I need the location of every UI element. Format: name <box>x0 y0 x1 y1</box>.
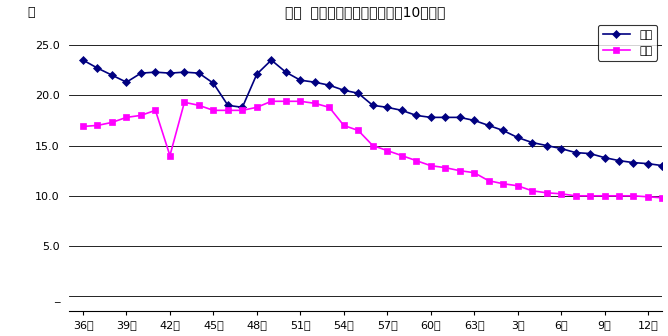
全国 <box>470 171 478 175</box>
沖縄 <box>629 161 637 165</box>
沖縄 <box>224 103 232 107</box>
全国 <box>340 123 348 127</box>
全国 <box>253 105 261 109</box>
沖縄 <box>514 135 522 139</box>
Line: 全国: 全国 <box>80 98 668 206</box>
全国 <box>195 103 203 107</box>
沖縄 <box>397 108 405 112</box>
全国 <box>267 99 275 103</box>
沖縄 <box>528 140 536 144</box>
沖縄 <box>137 71 145 75</box>
全国 <box>180 100 188 104</box>
全国 <box>456 169 464 173</box>
沖縄 <box>470 118 478 122</box>
沖縄 <box>152 70 160 74</box>
沖縄 <box>484 123 492 127</box>
全国 <box>397 154 405 158</box>
全国 <box>311 101 319 105</box>
全国 <box>166 154 174 158</box>
全国 <box>369 143 377 148</box>
沖縄 <box>427 115 435 119</box>
全国 <box>572 194 580 198</box>
全国 <box>441 166 449 170</box>
沖縄 <box>354 91 362 95</box>
全国 <box>644 195 652 199</box>
Legend: 沖縄, 全国: 沖縄, 全国 <box>598 25 657 61</box>
全国 <box>615 194 623 198</box>
全国 <box>152 108 160 112</box>
沖縄 <box>325 83 333 87</box>
沖縄 <box>644 162 652 166</box>
全国 <box>137 113 145 117</box>
全国 <box>79 124 87 128</box>
沖縄 <box>441 115 449 119</box>
沖縄 <box>615 159 623 163</box>
沖縄 <box>412 113 420 117</box>
沖縄 <box>499 128 507 132</box>
沖縄 <box>340 88 348 92</box>
沖縄 <box>311 80 319 84</box>
沖縄 <box>369 103 377 107</box>
沖縄 <box>601 156 609 160</box>
全国 <box>209 108 217 112</box>
沖縄 <box>282 70 290 74</box>
全国 <box>325 105 333 109</box>
沖縄 <box>108 73 116 77</box>
全国 <box>557 192 565 196</box>
全国 <box>629 194 637 198</box>
沖縄 <box>659 164 667 168</box>
全国 <box>122 115 130 119</box>
全国 <box>412 159 420 163</box>
沖縄 <box>79 58 87 62</box>
全国 <box>354 128 362 132</box>
全国 <box>659 196 667 200</box>
Title: 図１  出生率の年次推移（人口10万対）: 図１ 出生率の年次推移（人口10万対） <box>285 6 446 19</box>
全国 <box>282 99 290 103</box>
沖縄 <box>94 66 102 70</box>
沖縄 <box>166 71 174 75</box>
沖縄 <box>209 81 217 85</box>
全国 <box>427 164 435 168</box>
全国 <box>514 184 522 188</box>
沖縄 <box>383 105 391 109</box>
沖縄 <box>122 80 130 84</box>
全国 <box>499 182 507 186</box>
沖縄 <box>267 58 275 62</box>
Text: 率: 率 <box>27 6 35 19</box>
全国 <box>484 179 492 183</box>
全国 <box>224 108 232 112</box>
沖縄 <box>557 146 565 151</box>
全国 <box>542 191 550 195</box>
沖縄 <box>586 152 594 156</box>
全国 <box>108 120 116 124</box>
全国 <box>601 194 609 198</box>
全国 <box>586 194 594 198</box>
沖縄 <box>253 72 261 76</box>
沖縄 <box>195 71 203 75</box>
全国 <box>383 149 391 153</box>
Line: 沖縄: 沖縄 <box>80 57 668 174</box>
全国 <box>528 189 536 193</box>
沖縄 <box>456 115 464 119</box>
沖縄 <box>180 70 188 74</box>
沖縄 <box>238 105 246 109</box>
全国 <box>297 99 305 103</box>
沖縄 <box>572 151 580 155</box>
沖縄 <box>297 78 305 82</box>
全国 <box>238 108 246 112</box>
全国 <box>94 123 102 127</box>
沖縄 <box>542 143 550 148</box>
